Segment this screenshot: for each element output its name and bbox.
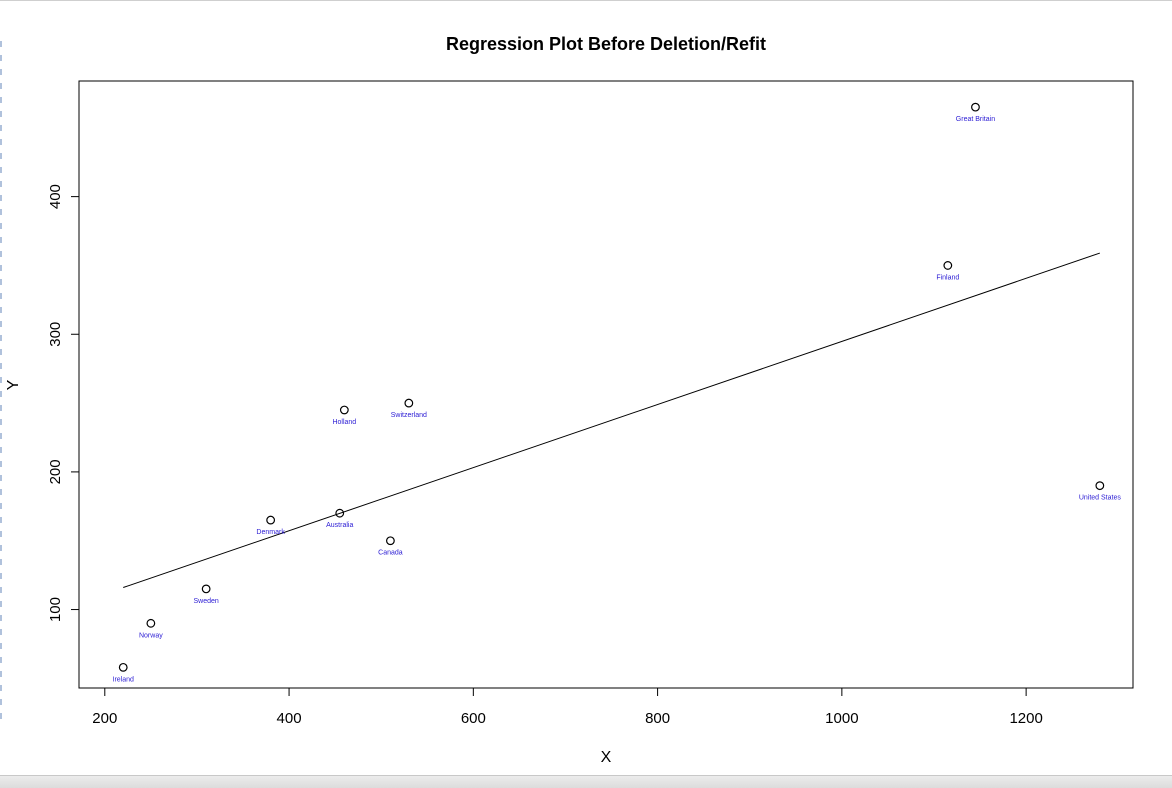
- y-axis: 100 200 300 400: [47, 184, 79, 622]
- point-label: United States: [1079, 495, 1122, 502]
- y-axis-label: Y: [5, 379, 22, 390]
- x-axis-label: X: [601, 749, 612, 766]
- plot-frame: [78, 80, 1134, 689]
- point-label: Ireland: [113, 676, 135, 683]
- y-tick-label: 300: [47, 322, 64, 347]
- point-label: Norway: [139, 632, 163, 639]
- data-point: [386, 536, 395, 546]
- y-tick-label: 100: [47, 597, 64, 622]
- data-point: [943, 261, 953, 270]
- data-point: [339, 405, 349, 415]
- point-label: Switzerland: [391, 412, 427, 419]
- data-points: Ireland Norway Sweden Denmark Australia Holla…: [113, 102, 1122, 683]
- data-point: [971, 102, 980, 112]
- x-tick-label: 400: [277, 710, 302, 727]
- x-tick-label: 1200: [1009, 710, 1042, 727]
- point-label: Great Britain: [956, 116, 995, 123]
- point-label: Australia: [326, 522, 353, 529]
- x-tick-label: 1000: [825, 710, 858, 727]
- point-label: Sweden: [193, 598, 218, 605]
- window-bottom-bar: [0, 775, 1172, 788]
- data-point: [1095, 481, 1105, 491]
- regression-line-group: [123, 252, 1100, 588]
- point-label: Canada: [378, 550, 403, 557]
- chart-title: Regression Plot Before Deletion/Refit: [446, 34, 766, 54]
- y-tick-label: 400: [47, 184, 64, 209]
- data-point: [335, 508, 345, 518]
- point-label: Finland: [936, 274, 959, 281]
- data-point: [201, 584, 211, 594]
- y-tick-label: 200: [47, 459, 64, 484]
- point-label: Denmark: [256, 529, 285, 536]
- regression-line: [123, 252, 1100, 588]
- x-tick-label: 800: [645, 710, 670, 727]
- x-tick-label: 600: [461, 710, 486, 727]
- data-point: [266, 515, 276, 525]
- data-point: [404, 398, 414, 408]
- point-label: Holland: [332, 419, 356, 426]
- data-point: [118, 662, 128, 672]
- x-axis: 200 400 600 800 1000 1200: [92, 688, 1043, 727]
- window-edge-strip: [0, 41, 2, 721]
- data-point: [146, 618, 156, 628]
- x-tick-label: 200: [92, 710, 117, 727]
